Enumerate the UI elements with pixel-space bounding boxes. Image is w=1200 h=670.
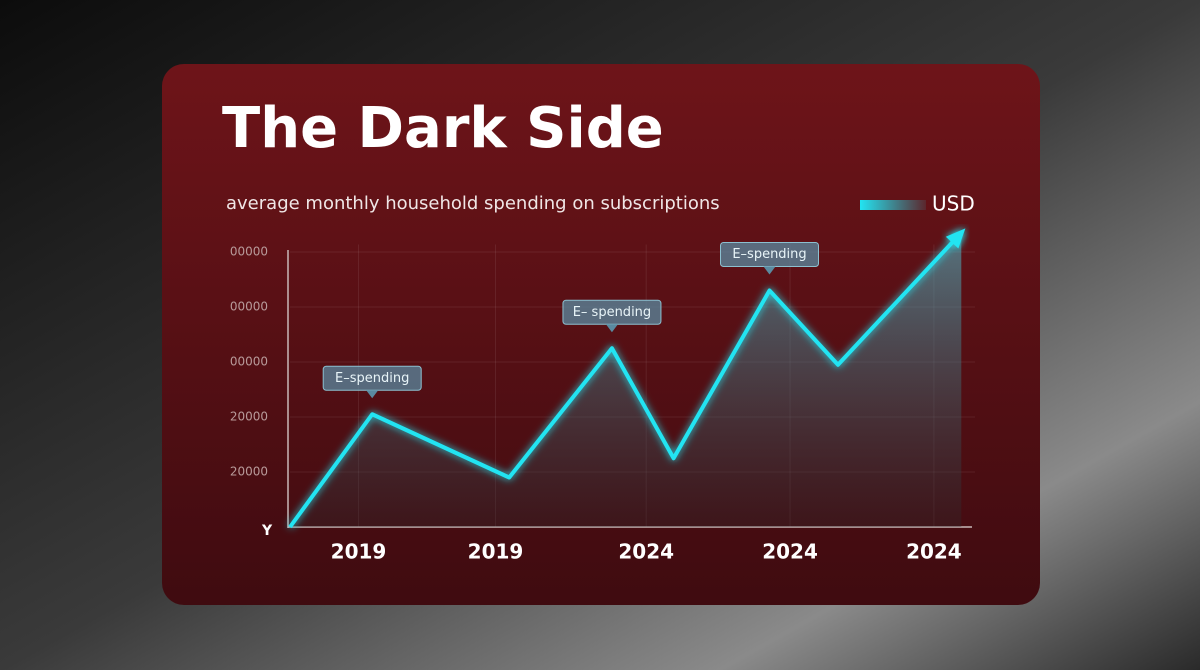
- x-tick-label: 2019: [331, 540, 387, 564]
- y-tick-label: 20000: [230, 410, 268, 424]
- annotation: E–spending: [732, 247, 806, 262]
- x-tick-label: 2024: [906, 540, 962, 564]
- y-tick-label: 00000: [230, 300, 268, 314]
- annotation-pointer: [763, 266, 776, 275]
- line: [288, 231, 963, 529]
- annotation: E–spending: [335, 371, 409, 386]
- y-axis-label: Y: [261, 523, 273, 539]
- annotation: E– spending: [573, 305, 651, 320]
- annotation-pointer: [605, 324, 618, 333]
- annotation-pointer: [366, 390, 379, 399]
- y-tick-label: 20000: [230, 465, 268, 479]
- legend-label: USD: [932, 192, 975, 216]
- y-tick-label: 00000: [230, 355, 268, 369]
- x-tick-label: 2024: [762, 540, 818, 564]
- x-tick-label: 2019: [468, 540, 524, 564]
- legend-swatch: [860, 200, 926, 210]
- arrow-head: [945, 228, 966, 249]
- y-tick-label: 00000: [230, 245, 268, 259]
- x-tick-label: 2024: [618, 540, 674, 564]
- area: [290, 232, 962, 527]
- chart-subtitle: average monthly household spending on su…: [226, 193, 720, 214]
- chart-title: The Dark Side: [222, 96, 664, 161]
